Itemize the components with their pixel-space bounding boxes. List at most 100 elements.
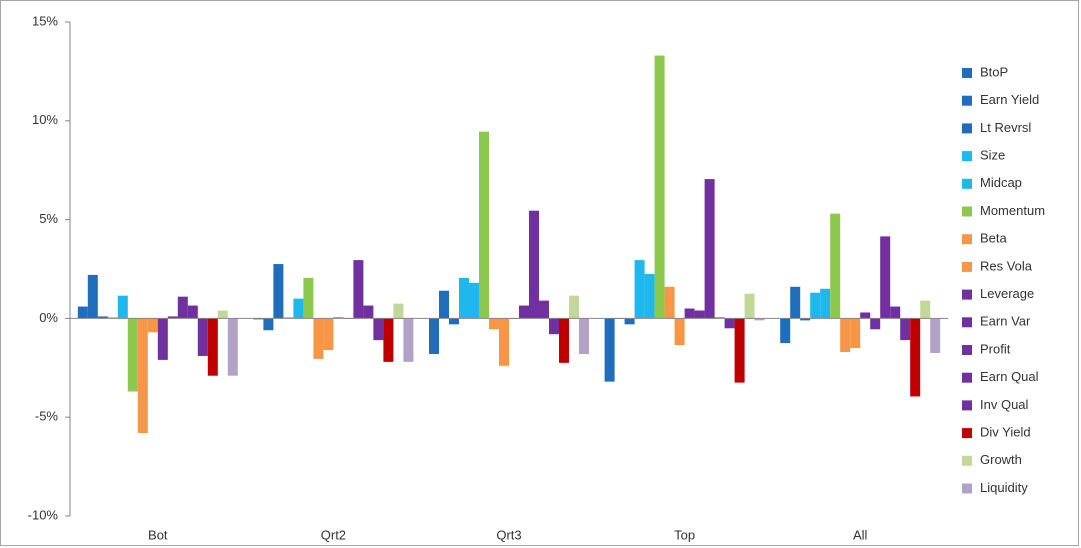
bar (780, 318, 791, 344)
legend-label: Earn Var (980, 314, 1031, 329)
bar (519, 305, 529, 319)
y-tick-label: -10% (28, 507, 59, 522)
y-tick-label: 10% (32, 112, 58, 127)
bar (393, 303, 404, 319)
bar (403, 318, 414, 362)
bar (373, 318, 384, 341)
bar (559, 318, 569, 363)
bar (217, 310, 228, 319)
legend-swatch (962, 261, 972, 272)
bar (439, 290, 449, 319)
y-tick-label: -5% (35, 409, 59, 424)
bar (429, 318, 439, 354)
legend-swatch (962, 317, 972, 328)
legend-label: Beta (980, 231, 1008, 246)
bar (273, 264, 284, 319)
bar (840, 318, 851, 352)
bar (744, 293, 755, 319)
x-tick-label: Qrt2 (321, 527, 346, 542)
y-tick-label: 15% (32, 13, 58, 28)
legend-swatch (962, 400, 972, 411)
bar (227, 318, 238, 376)
bar (930, 318, 941, 353)
x-tick-label: Top (674, 527, 695, 542)
bar (634, 260, 645, 319)
bar (800, 318, 811, 321)
bar (87, 274, 98, 319)
bar (870, 318, 881, 330)
legend-swatch (962, 483, 972, 494)
bar (624, 318, 635, 325)
bar (684, 308, 695, 319)
bar (147, 318, 158, 333)
bar (157, 318, 168, 360)
legend-swatch (962, 206, 972, 217)
bar (127, 318, 138, 392)
bar (117, 295, 128, 319)
legend-label: Res Vola (980, 258, 1033, 273)
legend-label: BtoP (980, 64, 1008, 79)
bar (77, 306, 88, 319)
legend-swatch (962, 68, 972, 78)
legend-swatch (962, 289, 972, 300)
legend-label: Inv Qual (980, 397, 1029, 412)
legend-swatch (962, 345, 972, 355)
bar (644, 273, 655, 319)
bar (674, 318, 685, 346)
legend-label: Lt Revrsl (980, 120, 1031, 135)
legend-label: Momentum (980, 203, 1045, 218)
bar (263, 318, 274, 331)
legend-label: Liquidity (980, 480, 1028, 495)
bar (353, 260, 364, 319)
legend-swatch (962, 372, 972, 383)
bar (549, 318, 559, 335)
bar (860, 312, 871, 319)
bar (579, 318, 589, 354)
legend-label: Profit (980, 341, 1011, 356)
legend-swatch (962, 178, 972, 189)
legend-swatch (962, 151, 972, 162)
bar (810, 292, 821, 319)
bar (850, 318, 861, 349)
legend-swatch (962, 428, 972, 439)
bar (880, 236, 891, 319)
bar (664, 286, 675, 319)
bar (489, 318, 499, 330)
bar (724, 318, 735, 329)
y-tick-label: 0% (39, 310, 58, 325)
x-tick-label: Bot (148, 527, 168, 542)
bar (830, 213, 841, 319)
bar (754, 318, 765, 321)
bar (313, 318, 324, 359)
bar (207, 318, 218, 376)
bar (820, 288, 831, 319)
legend-label: Earn Yield (980, 92, 1039, 107)
bar (790, 286, 801, 319)
bar (694, 310, 705, 319)
bar (479, 131, 489, 319)
bar (734, 318, 745, 383)
bar (293, 298, 304, 319)
bar (654, 55, 665, 319)
bar (920, 300, 931, 319)
bar (499, 318, 509, 366)
bar (900, 318, 911, 341)
bar (890, 306, 901, 319)
bar (187, 305, 198, 319)
bar (137, 318, 148, 434)
bar (363, 305, 374, 319)
bar (469, 282, 479, 319)
bar (459, 277, 469, 319)
y-tick-label: 5% (39, 211, 58, 226)
legend-label: Midcap (980, 175, 1022, 190)
bar (704, 179, 715, 319)
bar (910, 318, 921, 397)
x-tick-label: Qrt3 (496, 527, 521, 542)
bar (539, 300, 549, 319)
legend-label: Growth (980, 452, 1022, 467)
legend-swatch (962, 123, 972, 134)
legend-swatch (962, 455, 972, 466)
bar (569, 295, 579, 319)
